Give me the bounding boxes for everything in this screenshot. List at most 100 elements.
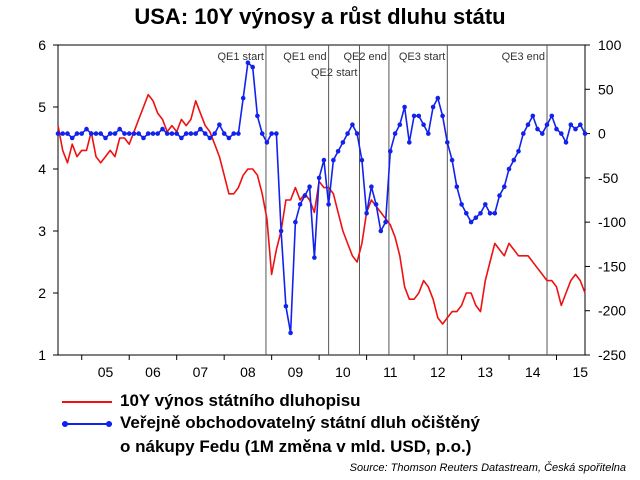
x-tick-label-8: 13 <box>478 364 494 380</box>
series-point-1-77 <box>421 122 426 127</box>
series-point-1-39 <box>240 95 246 101</box>
series-point-1-86 <box>464 211 469 216</box>
series-point-1-59 <box>335 149 341 154</box>
series-point-1-70 <box>388 149 393 154</box>
series-point-1-36 <box>226 135 232 141</box>
series-point-1-4 <box>74 131 80 136</box>
y-left-tick-label-0: 1 <box>38 347 46 363</box>
series-point-1-108 <box>568 122 574 127</box>
x-tick-label-6: 11 <box>383 364 398 380</box>
series-point-1-110 <box>578 122 583 127</box>
y-right-tick-label-5: 0 <box>598 126 606 142</box>
series-point-1-93 <box>497 193 502 198</box>
series-point-1-31 <box>202 131 208 136</box>
event-label-3: QE2 end <box>343 51 386 63</box>
x-tick-label-7: 12 <box>430 364 446 380</box>
x-tick-label-2: 07 <box>193 364 209 380</box>
series-point-1-53 <box>307 184 312 189</box>
series-point-1-23 <box>164 131 170 136</box>
series-point-1-18 <box>141 135 146 141</box>
series-point-1-0 <box>55 131 61 136</box>
series-point-1-28 <box>188 131 194 136</box>
y-right-tick-label-1: -200 <box>598 303 626 319</box>
series-point-1-42 <box>255 113 260 119</box>
series-point-1-14 <box>122 131 127 136</box>
source-note: Source: Thomson Reuters Datastream, Česk… <box>349 462 626 474</box>
series-point-1-89 <box>478 211 483 216</box>
x-tick-label-5: 10 <box>335 364 351 380</box>
series-point-1-30 <box>198 126 203 132</box>
series-line-1 <box>58 61 586 334</box>
series-point-1-87 <box>468 219 474 225</box>
series-point-1-7 <box>88 131 94 136</box>
series-point-1-52 <box>302 193 308 198</box>
series-point-1-62 <box>350 122 355 127</box>
y-right-tick-label-3: -100 <box>598 214 626 230</box>
series-point-1-34 <box>217 122 222 127</box>
y-right-tick-label-2: -150 <box>598 258 626 274</box>
series-point-1-10 <box>103 135 108 141</box>
y-left-tick-label-5: 6 <box>38 37 46 53</box>
series-point-1-99 <box>525 122 531 127</box>
series-point-1-54 <box>312 255 317 260</box>
legend-swatch-yield <box>62 401 112 403</box>
series-point-1-19 <box>145 131 151 136</box>
series-point-1-97 <box>516 149 521 154</box>
series-point-1-83 <box>449 157 455 163</box>
event-label-2: QE2 start <box>311 67 357 79</box>
series-point-1-48 <box>283 304 289 309</box>
series-point-1-101 <box>535 126 540 132</box>
series-point-1-43 <box>259 131 265 136</box>
series-point-1-104 <box>549 113 555 119</box>
series-point-1-64 <box>359 157 365 163</box>
series-point-1-102 <box>540 131 545 136</box>
series-point-1-29 <box>193 131 198 136</box>
series-point-1-76 <box>416 113 422 119</box>
series-point-1-78 <box>426 131 431 136</box>
legend-markers-debt <box>62 421 112 427</box>
series-point-1-57 <box>326 202 331 207</box>
series-point-1-27 <box>183 131 189 136</box>
series-point-1-24 <box>169 131 175 136</box>
series-point-1-58 <box>331 157 336 163</box>
series-point-1-111 <box>582 131 588 136</box>
series-point-1-41 <box>250 64 255 70</box>
series-point-1-65 <box>364 211 369 216</box>
series-point-1-68 <box>378 228 384 234</box>
series-point-1-88 <box>473 215 479 220</box>
x-tick-label-3: 08 <box>240 364 256 380</box>
series-point-1-74 <box>407 140 412 145</box>
legend-label-debt: Veřejně obchodovatelný státní dluh očišt… <box>120 413 480 432</box>
series-point-1-46 <box>274 131 279 136</box>
series-point-1-15 <box>126 131 132 136</box>
series-point-1-40 <box>245 60 251 65</box>
series-point-1-50 <box>293 219 298 225</box>
series-point-1-67 <box>373 202 379 207</box>
y-right-tick-label-6: 50 <box>598 81 614 97</box>
series-point-1-92 <box>492 211 498 216</box>
series-point-1-95 <box>506 166 512 172</box>
series-point-1-1 <box>60 131 65 136</box>
series-point-1-13 <box>117 126 122 132</box>
series-point-1-37 <box>231 131 236 136</box>
event-label-0: QE1 start <box>217 51 263 63</box>
series-point-1-17 <box>136 131 141 136</box>
series-point-1-85 <box>459 202 464 207</box>
series-point-1-73 <box>402 104 407 110</box>
y-left-tick-label-4: 5 <box>38 99 46 115</box>
legend-swatch-debt <box>62 423 112 425</box>
series-point-1-16 <box>131 131 137 136</box>
series-point-1-33 <box>212 131 217 136</box>
y-right-tick-label-0: -250 <box>598 347 626 363</box>
event-label-4: QE3 start <box>399 51 445 63</box>
event-label-1: QE1 end <box>283 51 326 63</box>
series-point-1-49 <box>288 330 293 336</box>
series-point-1-81 <box>440 113 445 119</box>
series-point-1-90 <box>483 202 488 207</box>
y-left-tick-label-3: 4 <box>38 161 46 177</box>
series-point-1-45 <box>269 131 274 136</box>
event-label-5: QE3 end <box>502 51 545 63</box>
series-point-1-94 <box>502 184 507 189</box>
series-point-1-56 <box>321 157 327 163</box>
y-right-tick-label-7: 100 <box>598 37 622 53</box>
